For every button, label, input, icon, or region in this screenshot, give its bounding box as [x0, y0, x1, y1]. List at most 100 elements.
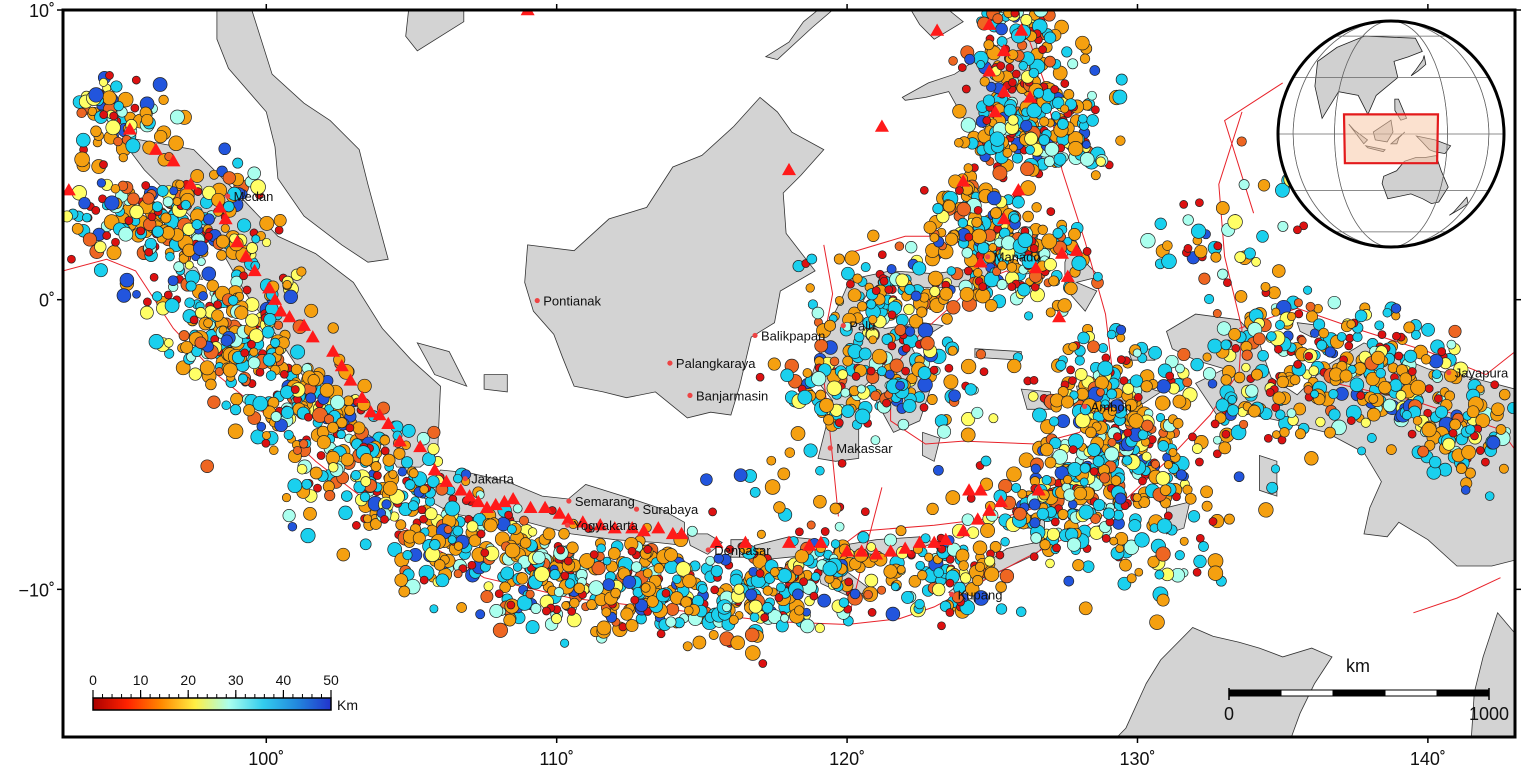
earthquake-marker	[379, 434, 391, 446]
earthquake-marker	[877, 250, 887, 260]
earthquake-marker	[1386, 444, 1397, 455]
earthquake-marker	[91, 206, 101, 215]
earthquake-marker	[202, 185, 217, 200]
earthquake-marker	[1241, 349, 1253, 361]
earthquake-marker	[143, 297, 152, 307]
city-label-balikpapan: Balikpapan	[761, 328, 825, 343]
earthquake-marker	[923, 220, 937, 234]
city-label-jayapura: Jayapura	[1455, 366, 1509, 381]
earthquake-marker	[1141, 451, 1152, 462]
earthquake-marker	[269, 445, 279, 456]
earthquake-marker	[262, 430, 271, 440]
earthquake-marker	[67, 254, 76, 264]
earthquake-marker	[866, 299, 877, 310]
earthquake-marker	[249, 347, 259, 357]
earthquake-marker	[1057, 298, 1072, 313]
earthquake-marker	[194, 307, 207, 319]
earthquake-marker	[692, 635, 707, 650]
earthquake-marker	[270, 337, 281, 348]
earthquake-marker	[427, 475, 440, 488]
earthquake-marker	[553, 587, 565, 598]
earthquake-marker	[1077, 331, 1090, 345]
earthquake-marker	[1087, 443, 1101, 457]
earthquake-marker	[1168, 447, 1178, 457]
earthquake-marker	[1057, 118, 1069, 130]
earthquake-marker	[710, 585, 720, 595]
earthquake-marker	[1092, 498, 1106, 512]
earthquake-marker	[1357, 446, 1367, 456]
earthquake-marker	[975, 349, 987, 360]
earthquake-marker	[203, 318, 213, 328]
earthquake-marker	[1354, 309, 1368, 323]
earthquake-marker	[503, 613, 517, 627]
scale-bar-segment	[1436, 689, 1490, 697]
earthquake-marker	[858, 347, 872, 361]
earthquake-marker	[755, 372, 765, 382]
earthquake-marker	[929, 232, 940, 243]
earthquake-marker	[774, 593, 784, 603]
earthquake-marker	[560, 638, 570, 648]
earthquake-marker	[110, 80, 123, 93]
earthquake-marker	[749, 486, 761, 498]
earthquake-marker	[1068, 342, 1078, 352]
y-tick-label: −10˚	[18, 580, 55, 600]
y-tick-label: 10˚	[29, 1, 55, 21]
earthquake-marker	[164, 338, 174, 348]
scale-bar-right-label: 1000	[1469, 704, 1509, 724]
earthquake-marker	[860, 262, 871, 273]
earthquake-marker	[283, 289, 298, 304]
earthquake-marker	[842, 355, 854, 367]
city-dot-yogyakarta	[564, 522, 571, 528]
earthquake-marker	[933, 567, 944, 578]
earthquake-marker	[542, 527, 556, 541]
earthquake-marker	[93, 263, 108, 278]
city-dot-palangkaraya	[667, 360, 673, 366]
earthquake-marker	[1140, 233, 1156, 249]
earthquake-marker	[201, 266, 217, 282]
earthquake-marker	[999, 568, 1015, 584]
earthquake-marker	[492, 622, 508, 638]
earthquake-marker	[265, 370, 277, 381]
colorbar-tick-label: 10	[133, 672, 149, 688]
earthquake-marker	[483, 581, 494, 592]
earthquake-marker	[1051, 110, 1061, 121]
earthquake-marker	[996, 279, 1008, 290]
earthquake-marker	[1336, 331, 1347, 342]
earthquake-marker	[1208, 517, 1218, 526]
earthquake-marker	[499, 581, 511, 594]
earthquake-marker	[901, 590, 915, 604]
earthquake-marker	[988, 413, 999, 424]
earthquake-marker	[837, 369, 848, 380]
earthquake-marker	[1233, 471, 1245, 483]
earthquake-marker	[152, 291, 163, 302]
earthquake-marker	[1191, 443, 1203, 454]
earthquake-marker	[1495, 424, 1507, 435]
earthquake-marker	[1113, 509, 1124, 521]
earthquake-marker	[1420, 354, 1432, 365]
colorbar-tick-label: 0	[89, 672, 97, 688]
earthquake-marker	[990, 207, 1002, 220]
earthquake-marker	[745, 645, 761, 661]
earthquake-marker	[1045, 558, 1055, 569]
earthquake-marker	[589, 550, 599, 559]
earthquake-marker	[758, 659, 768, 668]
earthquake-marker	[158, 94, 169, 106]
earthquake-marker	[506, 600, 516, 610]
earthquake-marker	[136, 226, 146, 236]
earthquake-marker	[1039, 539, 1051, 551]
earthquake-marker	[1087, 340, 1100, 354]
earthquake-marker	[197, 257, 206, 266]
earthquake-marker	[1377, 330, 1387, 339]
earthquake-marker	[1133, 392, 1143, 402]
earthquake-marker	[1192, 567, 1202, 577]
city-dot-jakarta	[462, 476, 468, 482]
earthquake-marker	[672, 574, 682, 585]
earthquake-marker	[281, 493, 292, 503]
earthquake-marker	[1079, 53, 1091, 64]
earthquake-marker	[1063, 89, 1075, 100]
earthquake-marker	[700, 473, 713, 486]
earthquake-marker	[1378, 380, 1392, 395]
earthquake-marker	[1008, 78, 1017, 87]
earthquake-marker	[1310, 389, 1319, 399]
earthquake-marker	[1024, 311, 1034, 321]
